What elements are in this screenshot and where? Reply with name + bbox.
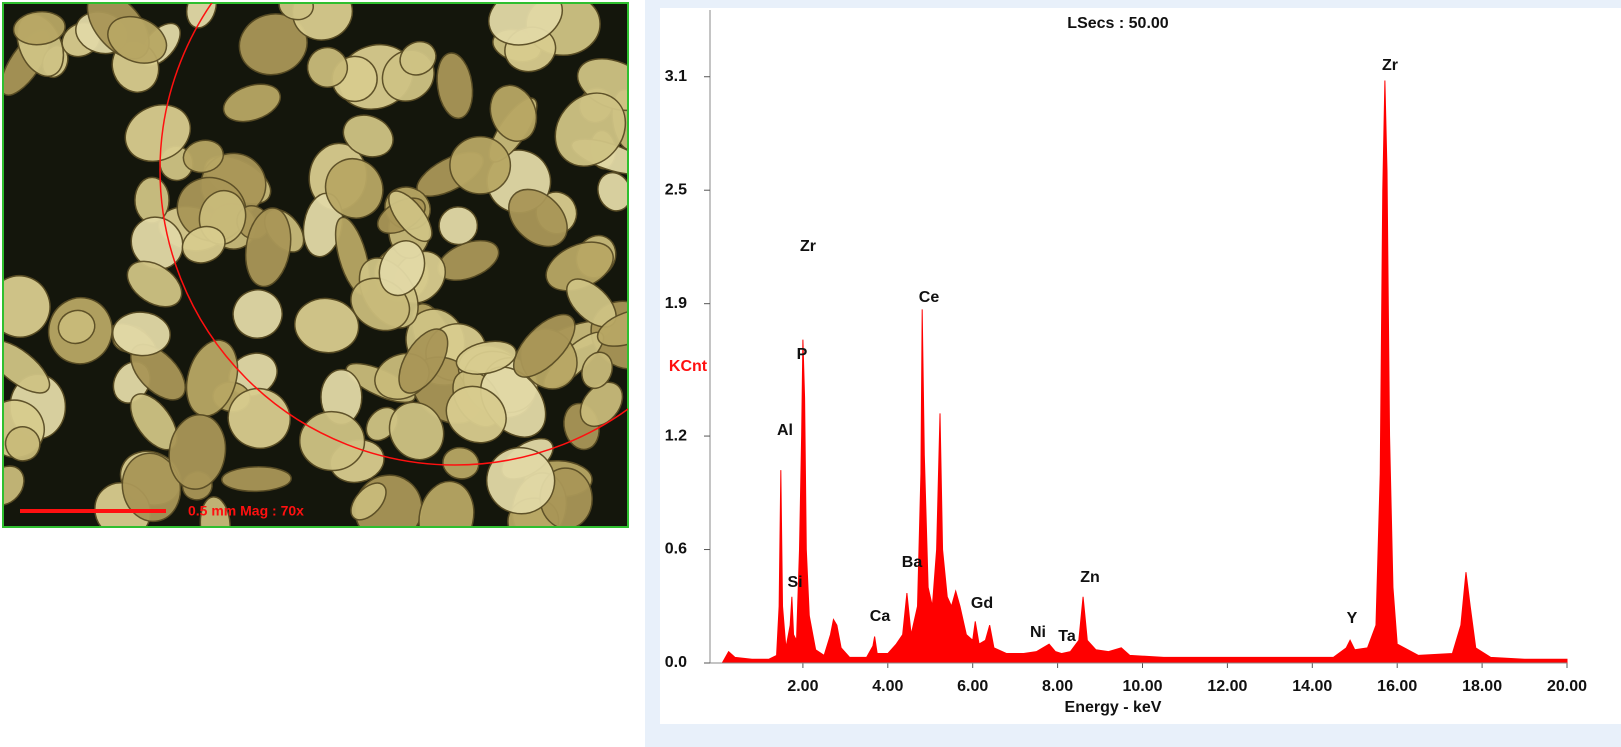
y-axis-label: KCnt bbox=[669, 358, 708, 375]
peak-label: Zr bbox=[1382, 57, 1398, 74]
y-tick-label: 3.1 bbox=[665, 68, 687, 85]
x-tick-label: 20.00 bbox=[1547, 678, 1587, 695]
micrograph-border bbox=[2, 2, 629, 528]
x-axis-label: Energy - keV bbox=[1065, 699, 1162, 716]
micrograph bbox=[3, 3, 628, 527]
grain bbox=[306, 46, 349, 88]
grain bbox=[438, 206, 479, 246]
peak-label: Ce bbox=[919, 289, 940, 306]
x-tick-label: 16.00 bbox=[1377, 678, 1417, 695]
x-tick-label: 2.00 bbox=[787, 678, 818, 695]
peak-label: Ba bbox=[902, 554, 923, 571]
peak-label: Ni bbox=[1030, 624, 1046, 641]
grain bbox=[554, 92, 627, 167]
grain bbox=[445, 385, 507, 444]
grain bbox=[418, 480, 475, 527]
grain bbox=[508, 188, 568, 248]
chart-title: LSecs : 50.00 bbox=[1067, 15, 1169, 32]
grain bbox=[596, 308, 628, 347]
grain bbox=[107, 15, 168, 64]
grain bbox=[513, 313, 576, 378]
spectrum-area bbox=[718, 80, 1568, 664]
grain bbox=[442, 446, 480, 480]
grain bbox=[579, 381, 624, 428]
spectrum-chart: LSecs : 50.00 KCnt Energy - keV 0.0 0.6 1.… bbox=[665, 10, 1587, 716]
grain bbox=[182, 139, 225, 174]
peak-label: Si bbox=[787, 574, 802, 591]
x-tick-label: 4.00 bbox=[872, 678, 903, 695]
grain bbox=[436, 52, 474, 120]
peak-label: Y bbox=[1347, 610, 1358, 627]
peak-label: Gd bbox=[971, 595, 993, 612]
grain bbox=[489, 84, 538, 142]
grain bbox=[3, 465, 25, 506]
grain bbox=[278, 3, 315, 21]
x-tick-label: 10.00 bbox=[1122, 678, 1162, 695]
grain bbox=[126, 260, 183, 308]
grain bbox=[398, 328, 449, 394]
grain bbox=[12, 10, 66, 46]
grain bbox=[220, 466, 292, 493]
grain bbox=[294, 297, 360, 354]
grain bbox=[350, 482, 387, 521]
grain bbox=[181, 225, 226, 264]
y-tick-label: 0.0 bbox=[665, 654, 687, 671]
grain bbox=[298, 410, 366, 472]
peak-label: Al bbox=[777, 422, 793, 439]
x-tick-label: 18.00 bbox=[1462, 678, 1502, 695]
peak-label: P bbox=[797, 346, 808, 363]
grain bbox=[324, 158, 384, 219]
grain bbox=[485, 446, 556, 515]
x-tick-label: 12.00 bbox=[1207, 678, 1247, 695]
grain bbox=[244, 207, 292, 288]
grain bbox=[597, 171, 628, 212]
peak-label: Ta bbox=[1058, 628, 1076, 645]
grain bbox=[581, 351, 614, 390]
grain bbox=[111, 311, 171, 357]
grain bbox=[3, 275, 51, 338]
scale-label: 0.5 mm Mag : 70x bbox=[188, 503, 304, 519]
grain bbox=[342, 114, 394, 158]
y-tick-label: 2.5 bbox=[665, 181, 687, 198]
grain bbox=[124, 104, 192, 163]
grain bbox=[168, 413, 227, 490]
peak-label: Ca bbox=[870, 608, 891, 625]
x-tick-label: 14.00 bbox=[1292, 678, 1332, 695]
y-tick-label: 0.6 bbox=[665, 541, 687, 558]
grain bbox=[399, 40, 437, 76]
spectrum-inner bbox=[660, 8, 1621, 724]
grain bbox=[378, 240, 426, 297]
grain bbox=[455, 340, 517, 375]
grain bbox=[4, 426, 41, 462]
peak-label: Zn bbox=[1080, 569, 1100, 586]
grain bbox=[388, 401, 445, 461]
grain bbox=[488, 3, 563, 46]
grain bbox=[199, 496, 231, 527]
grain bbox=[449, 135, 512, 195]
x-tick-label: 6.00 bbox=[957, 678, 988, 695]
grain bbox=[232, 289, 283, 339]
analysis-circle bbox=[159, 3, 628, 466]
grain bbox=[222, 83, 282, 123]
grain bbox=[57, 309, 96, 345]
y-tick-label: 1.9 bbox=[665, 295, 687, 312]
grain bbox=[388, 190, 433, 243]
peak-label: Zr bbox=[800, 238, 816, 255]
x-tick-label: 8.00 bbox=[1042, 678, 1073, 695]
y-tick-label: 1.2 bbox=[665, 427, 687, 444]
